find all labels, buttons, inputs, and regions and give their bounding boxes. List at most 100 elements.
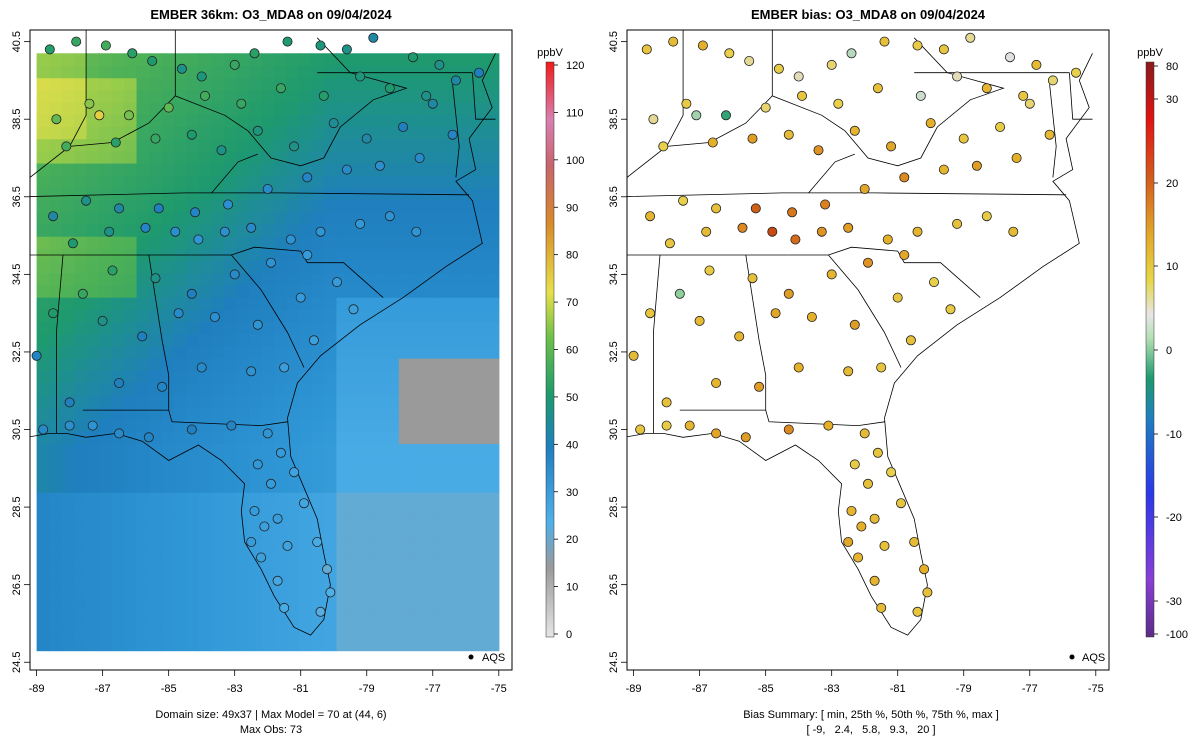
heatmap-cell xyxy=(311,638,325,652)
heatmap-cell xyxy=(261,150,275,164)
heatmap-cell xyxy=(223,370,238,384)
heatmap-cell xyxy=(223,504,238,518)
heatmap-cell xyxy=(124,199,138,213)
heatmap-cell xyxy=(298,211,313,225)
heatmap-cell xyxy=(111,284,125,298)
station-marker xyxy=(252,459,263,470)
station-marker xyxy=(661,397,672,408)
heatmap-cell xyxy=(423,65,437,79)
heatmap-cell xyxy=(473,114,487,128)
heatmap-cell xyxy=(348,540,362,554)
station-marker xyxy=(648,114,659,125)
heatmap-cell xyxy=(248,492,263,505)
heatmap-cell xyxy=(373,272,387,286)
heatmap-cell xyxy=(361,431,375,444)
heatmap-cell xyxy=(236,565,250,579)
heatmap-cell xyxy=(386,638,400,652)
heatmap-cell xyxy=(74,126,88,140)
boundary-line xyxy=(653,254,661,434)
colorbar-tick-label: 110 xyxy=(566,107,584,119)
heatmap-cell xyxy=(461,626,475,640)
heatmap-cell xyxy=(111,626,125,640)
heatmap-cell xyxy=(311,321,325,335)
heatmap-cell xyxy=(298,589,313,603)
heatmap-cell xyxy=(149,516,163,530)
heatmap-cell xyxy=(398,175,412,188)
heatmap-cell xyxy=(36,284,50,298)
heatmap-cell xyxy=(36,150,50,164)
heatmap-cell xyxy=(286,199,300,213)
heatmap-cell xyxy=(236,248,250,262)
heatmap-cell xyxy=(74,553,88,566)
station-marker xyxy=(899,249,910,260)
heatmap-cell xyxy=(161,321,175,335)
heatmap-cell xyxy=(149,309,163,323)
heatmap-cell xyxy=(86,504,100,518)
heatmap-cell xyxy=(261,89,275,103)
heatmap-cell xyxy=(411,455,425,469)
heatmap-cell xyxy=(486,77,500,91)
heatmap-cell xyxy=(161,187,175,201)
heatmap-cell xyxy=(74,577,88,591)
heatmap-cell xyxy=(348,418,362,432)
heatmap-cell xyxy=(486,223,500,237)
station-marker xyxy=(265,257,276,268)
heatmap-cell xyxy=(486,431,500,444)
heatmap-cell xyxy=(348,577,362,591)
heatmap-cell xyxy=(473,431,487,444)
station-marker xyxy=(793,362,804,373)
heatmap-cell xyxy=(211,272,225,286)
heatmap-cell xyxy=(198,418,213,432)
heatmap-cell xyxy=(211,126,225,140)
colorbar-tick-label: 10 xyxy=(1166,261,1178,273)
heatmap-cell xyxy=(61,89,75,103)
heatmap-cell xyxy=(473,138,487,152)
heatmap-cell xyxy=(99,431,113,444)
heatmap-cell xyxy=(423,53,437,67)
heatmap-cell xyxy=(336,455,350,469)
heatmap-cell xyxy=(423,565,437,579)
heatmap-cell xyxy=(261,272,275,286)
heatmap-cell xyxy=(161,65,175,79)
heatmap-cell xyxy=(74,565,88,579)
station-marker xyxy=(216,145,227,156)
heatmap-cell xyxy=(373,528,387,542)
heatmap-cell xyxy=(411,431,425,444)
heatmap-cell xyxy=(348,138,362,152)
heatmap-cell xyxy=(99,297,113,310)
heatmap-cell xyxy=(211,370,225,384)
x-tick-label: -87 xyxy=(95,683,111,695)
heatmap-cell xyxy=(361,589,375,603)
heatmap-cell xyxy=(174,565,188,579)
heatmap-cell xyxy=(473,150,487,164)
heatmap-cell xyxy=(136,309,150,323)
heatmap-cell xyxy=(174,553,188,566)
heatmap-cell xyxy=(124,382,138,396)
heatmap-cell xyxy=(411,236,425,249)
heatmap-cell xyxy=(436,455,450,469)
heatmap-cell xyxy=(248,199,263,213)
heatmap-cell xyxy=(473,467,487,481)
station-marker xyxy=(734,331,745,342)
heatmap-cell xyxy=(99,589,113,603)
heatmap-cell xyxy=(111,443,125,457)
station-marker xyxy=(421,90,432,101)
heatmap-cell xyxy=(186,431,200,444)
station-marker xyxy=(124,110,135,121)
station-marker xyxy=(289,467,300,478)
heatmap-cell xyxy=(436,443,450,457)
heatmap-cell xyxy=(223,126,238,140)
heatmap-cell xyxy=(161,199,175,213)
station-marker xyxy=(427,98,438,109)
heatmap-cell xyxy=(186,479,200,493)
heatmap-cell xyxy=(49,601,63,615)
station-marker xyxy=(104,226,115,237)
heatmap-cell xyxy=(236,431,250,444)
heatmap-cell xyxy=(61,553,75,566)
heatmap-cell xyxy=(423,248,437,262)
heatmap-cell xyxy=(473,321,487,335)
station-marker xyxy=(1005,52,1016,63)
heatmap-cell xyxy=(124,370,138,384)
heatmap-cell xyxy=(248,589,263,603)
heatmap-cell xyxy=(336,89,350,103)
